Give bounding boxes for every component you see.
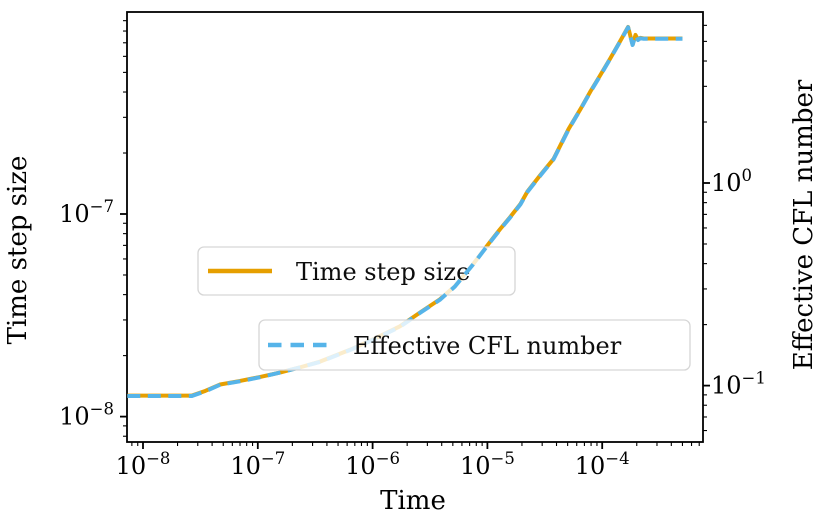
legend-effective-cfl: Effective CFL number: [258, 319, 691, 371]
left-axis-ticks: [120, 20, 127, 437]
right-axis-label: Effective CFL number: [789, 79, 819, 370]
legend-effective-cfl-box: [258, 319, 691, 371]
effective-cfl-legend-label: Effective CFL number: [353, 332, 622, 360]
left-axis-label: Time step size: [3, 156, 33, 345]
x-tick-label: 10−5: [460, 449, 515, 480]
legend-time-step-size: Time step size: [197, 246, 516, 296]
x-axis-tick-labels: 10−8 10−7 10−6 10−5 10−4: [116, 449, 630, 480]
plot-frame: [126, 11, 704, 443]
x-axis-ticks: [131, 442, 700, 449]
x-tick-label: 10−6: [345, 449, 400, 480]
right-axis-tick-labels: 100 10−1: [711, 166, 766, 400]
effective-cfl-line: [127, 25, 683, 398]
x-tick-label: 10−7: [230, 449, 285, 480]
right-axis-ticks: [703, 24, 710, 432]
legend-time-step-size-box: [197, 246, 516, 296]
left-tick-label: 10−8: [59, 400, 114, 431]
left-axis-tick-labels: 10−7 10−8: [59, 197, 114, 431]
x-tick-label: 10−8: [116, 449, 171, 480]
x-axis-label: Time: [380, 486, 446, 516]
effective-cfl-path: [127, 25, 683, 398]
left-tick-label: 10−7: [59, 197, 114, 228]
x-tick-label: 10−4: [575, 449, 630, 480]
right-tick-label: 100: [711, 166, 752, 197]
time-step-size-legend-label: Time step size: [296, 258, 470, 286]
right-tick-label: 10−1: [711, 369, 766, 400]
